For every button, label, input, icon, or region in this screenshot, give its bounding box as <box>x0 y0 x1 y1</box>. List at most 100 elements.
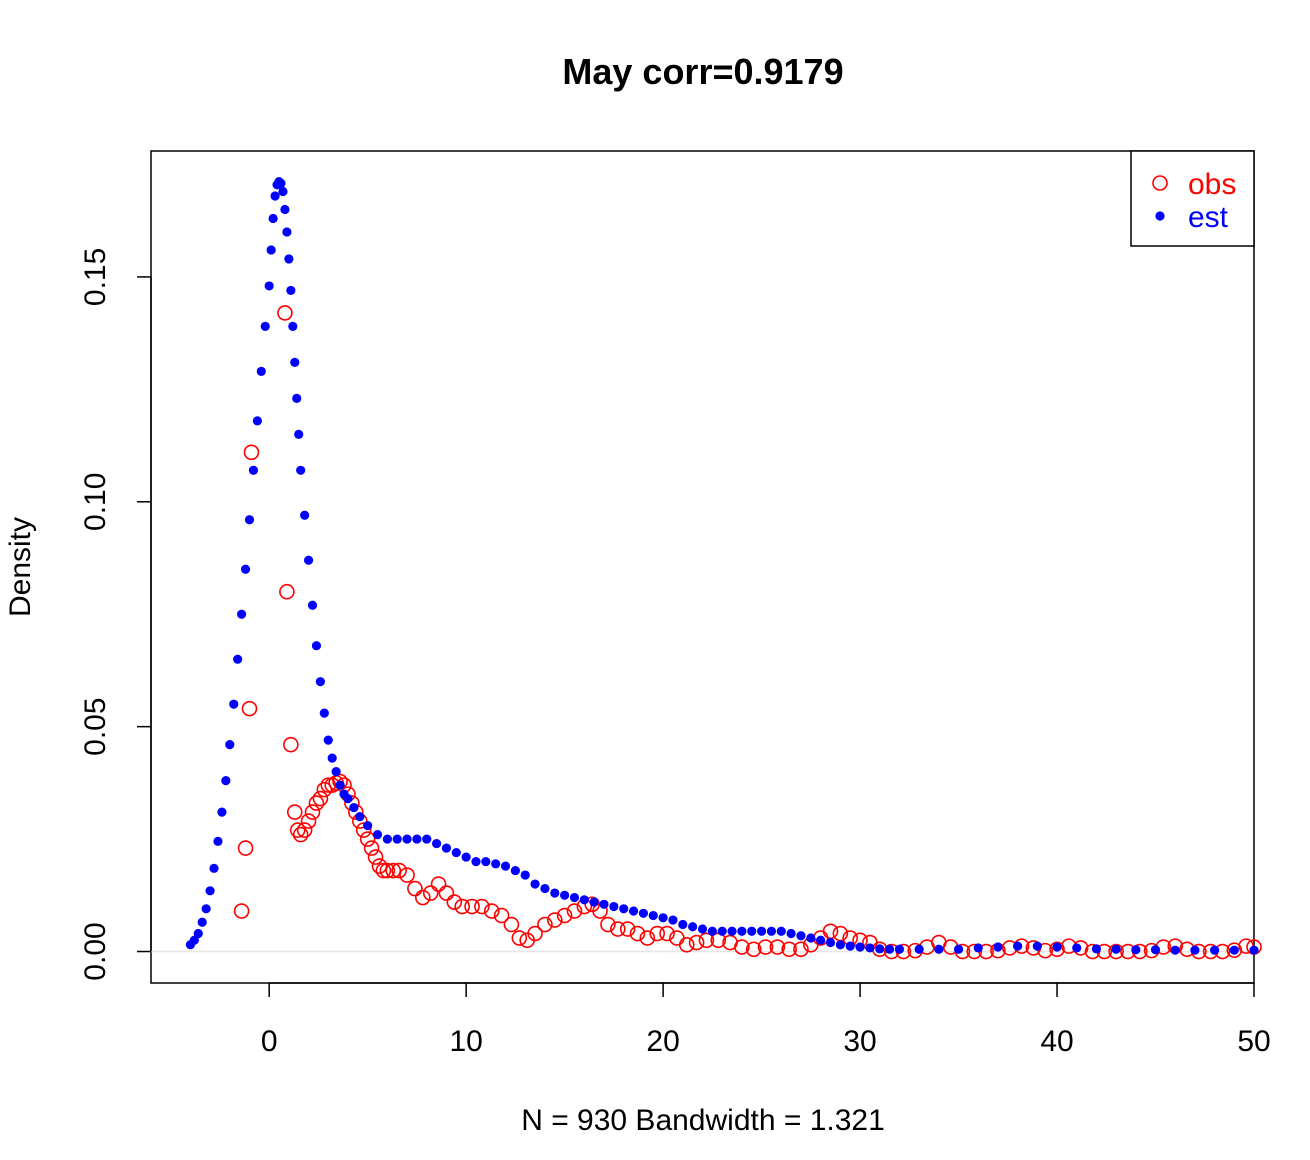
est-point <box>717 926 727 936</box>
est-point <box>290 357 300 367</box>
est-point <box>451 847 461 858</box>
est-point <box>560 890 570 900</box>
est-point <box>491 859 501 869</box>
est-point <box>311 641 322 651</box>
est-point <box>648 910 658 921</box>
est-point <box>835 940 845 950</box>
obs-point <box>464 898 480 915</box>
obs-point <box>391 862 407 879</box>
est-point <box>727 926 737 936</box>
obs-point <box>537 916 553 933</box>
obs-point <box>503 916 520 933</box>
obs-point <box>446 894 463 910</box>
est-point <box>747 926 757 936</box>
series-layer <box>185 176 1262 960</box>
obs-point <box>359 831 376 847</box>
est-point <box>221 776 231 786</box>
obs-point <box>277 305 293 321</box>
est-point <box>737 926 747 936</box>
y-axis: 0.00 0.05 0.10 0.15 <box>79 248 152 981</box>
est-point <box>707 926 717 936</box>
obs-point <box>1108 943 1124 960</box>
est-point <box>355 812 365 822</box>
est-point <box>973 943 983 953</box>
est-point <box>1091 944 1102 954</box>
legend-label-est: est <box>1188 201 1229 234</box>
x-tick-label: 30 <box>843 1025 876 1058</box>
obs-point <box>610 921 626 937</box>
est-point <box>1170 945 1180 955</box>
est-point <box>268 213 278 224</box>
est-point <box>286 285 296 296</box>
est-point <box>638 908 649 918</box>
obs-point <box>430 876 447 892</box>
x-tick-label: 10 <box>449 1025 482 1058</box>
est-point <box>1190 945 1200 955</box>
est-point <box>481 856 491 867</box>
obs-point <box>629 925 646 942</box>
est-point <box>201 904 211 914</box>
est-point <box>294 429 304 439</box>
est-point <box>766 926 777 936</box>
obs-point <box>556 907 573 924</box>
est-point <box>540 883 550 894</box>
obs-point <box>279 583 295 600</box>
obs-point <box>649 925 665 942</box>
est-point <box>697 924 708 934</box>
est-point <box>300 510 310 520</box>
y-tick-label: 0.10 <box>79 473 112 531</box>
est-point <box>1111 944 1121 954</box>
est-point <box>609 901 619 912</box>
est-point <box>1052 942 1062 952</box>
est-point <box>260 321 270 331</box>
obs-point <box>316 781 333 798</box>
est-point <box>510 865 520 876</box>
est-point <box>256 366 266 376</box>
est-point <box>471 856 481 867</box>
chart-title: May corr=0.9179 <box>562 51 843 92</box>
obs-point <box>757 939 774 955</box>
obs-point <box>379 862 396 879</box>
est-point <box>237 609 247 619</box>
est-point <box>307 600 318 610</box>
obs-point <box>678 936 695 953</box>
est-point <box>343 794 353 804</box>
est-point <box>530 879 540 889</box>
est-point <box>500 861 511 871</box>
obs-point <box>781 941 797 958</box>
est-point <box>323 735 333 745</box>
est-point <box>392 834 402 844</box>
est-point <box>658 913 668 923</box>
est-point <box>678 919 688 930</box>
est-point <box>193 928 203 939</box>
est-point <box>280 204 290 215</box>
est-point <box>431 838 442 849</box>
obs-point <box>639 930 656 946</box>
obs-point <box>407 880 423 897</box>
est-point <box>1032 941 1042 951</box>
obs-point <box>286 804 303 820</box>
est-point <box>1072 943 1082 953</box>
est-point <box>303 555 314 565</box>
est-point <box>288 321 298 331</box>
obs-point <box>619 921 636 937</box>
est-point <box>875 944 885 954</box>
est-point <box>213 836 223 846</box>
est-point <box>217 807 227 817</box>
obs-point <box>399 867 415 883</box>
est-point <box>282 227 292 237</box>
est-point <box>233 654 243 664</box>
obs-point <box>483 903 500 919</box>
est-point <box>402 834 412 844</box>
obs-point <box>237 840 254 856</box>
obs-point <box>363 840 380 856</box>
est-point <box>628 906 639 916</box>
est-point <box>786 928 796 939</box>
obs-point <box>289 822 306 838</box>
est-point <box>993 942 1003 952</box>
obs-point <box>367 849 384 865</box>
y-tick-label: 0.00 <box>79 922 112 980</box>
obs-point <box>312 790 329 807</box>
est-point <box>1131 945 1141 955</box>
